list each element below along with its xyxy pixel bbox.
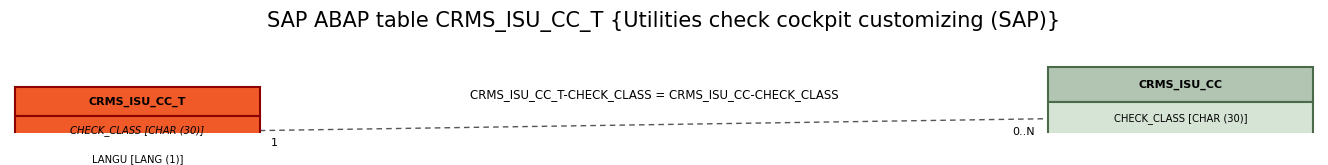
Text: 1: 1 xyxy=(271,138,278,148)
FancyBboxPatch shape xyxy=(15,116,260,145)
FancyBboxPatch shape xyxy=(15,87,260,116)
Text: CHECK_CLASS [CHAR (30)]: CHECK_CLASS [CHAR (30)] xyxy=(1114,113,1247,124)
FancyBboxPatch shape xyxy=(1048,67,1313,102)
Text: LANGU [LANG (1)]: LANGU [LANG (1)] xyxy=(92,155,183,165)
FancyBboxPatch shape xyxy=(15,145,260,165)
Text: SAP ABAP table CRMS_ISU_CC_T {Utilities check cockpit customizing (SAP)}: SAP ABAP table CRMS_ISU_CC_T {Utilities … xyxy=(267,11,1061,32)
Text: CRMS_ISU_CC_T-CHECK_CLASS = CRMS_ISU_CC-CHECK_CLASS: CRMS_ISU_CC_T-CHECK_CLASS = CRMS_ISU_CC-… xyxy=(470,88,838,101)
Text: CHECK_CLASS [CHAR (30)]: CHECK_CLASS [CHAR (30)] xyxy=(70,125,205,136)
Text: 0..N: 0..N xyxy=(1012,127,1035,137)
FancyBboxPatch shape xyxy=(1048,102,1313,136)
Text: CRMS_ISU_CC_T: CRMS_ISU_CC_T xyxy=(89,96,186,107)
Text: CRMS_ISU_CC: CRMS_ISU_CC xyxy=(1139,79,1223,90)
